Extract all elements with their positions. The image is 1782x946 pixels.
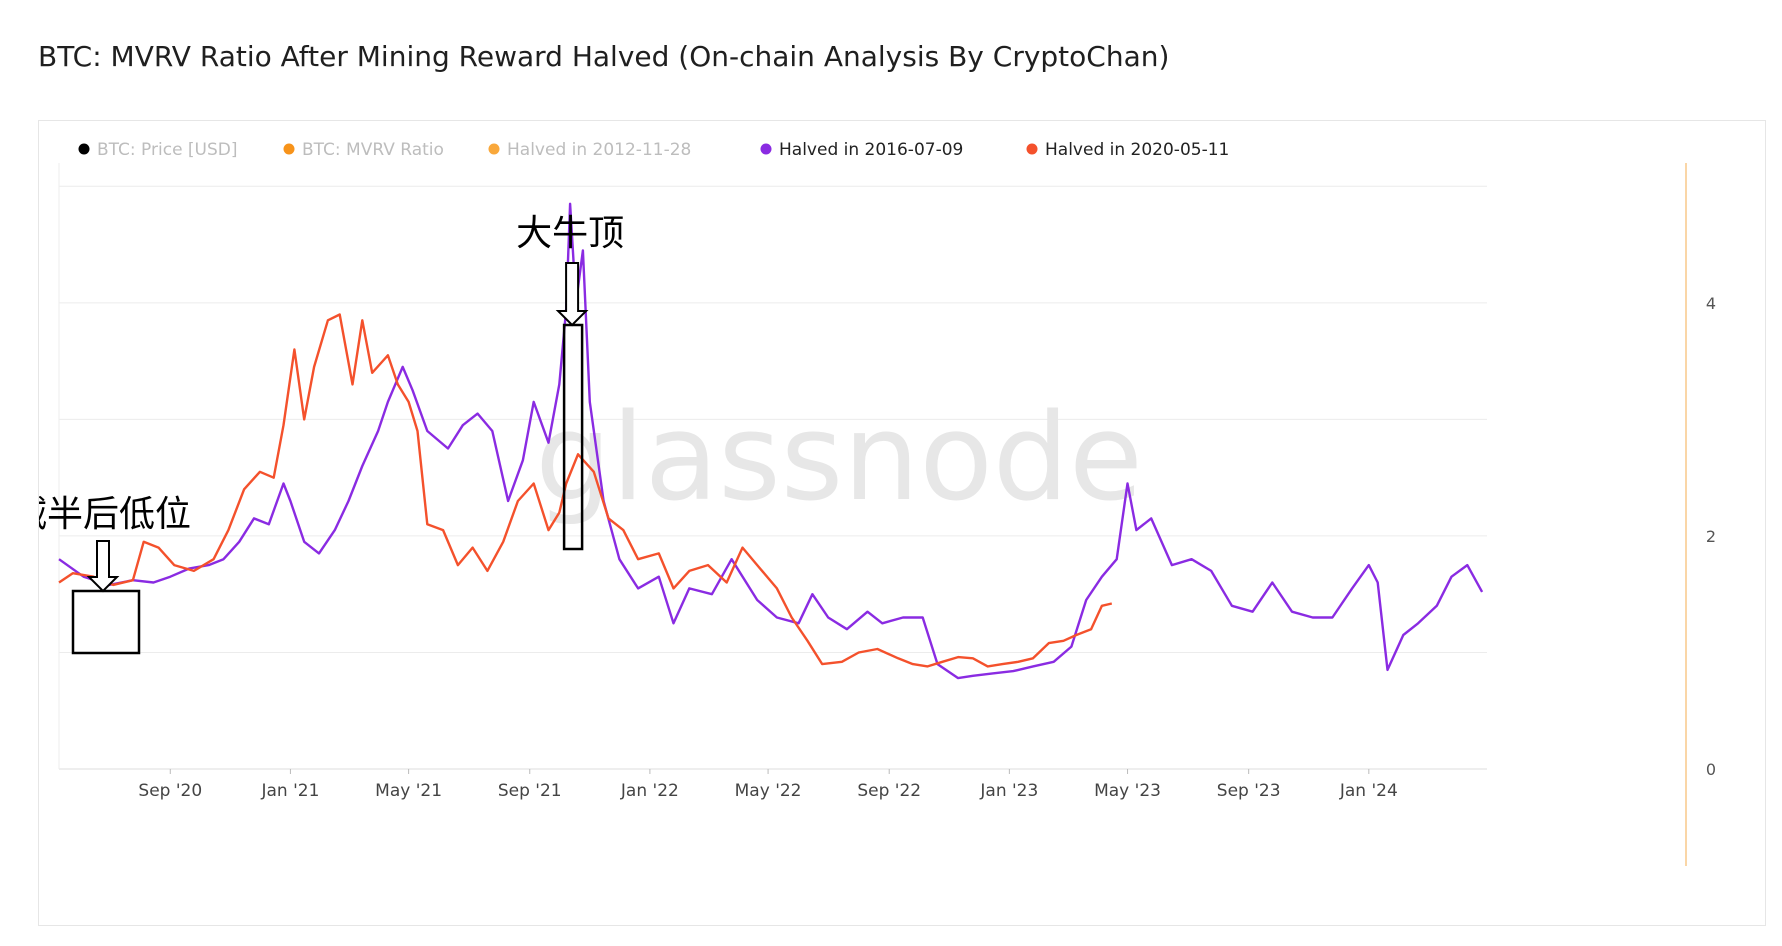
legend-label: Halved in 2016-07-09: [779, 140, 963, 160]
annotations: 大牛顶减半后低位: [39, 213, 624, 655]
legend-item: BTC: Price [USD]: [78, 140, 238, 160]
gridlines: [58, 163, 1487, 770]
annotation-low-arrow: [86, 540, 120, 593]
y-tick-label: 4: [1706, 294, 1716, 313]
x-tick-label: May '22: [735, 781, 802, 801]
x-tick-label: Sep '22: [857, 781, 921, 801]
legend-item: Halved in 2016-07-09: [760, 140, 963, 160]
annotation-peak-label: 大牛顶: [516, 213, 624, 254]
legend-marker: [760, 143, 772, 155]
x-tick-label: Jan '22: [620, 781, 679, 801]
page-title: BTC: MVRV Ratio After Mining Reward Halv…: [38, 40, 1170, 73]
chart-panel: glassnode BTC: Price [USD] BTC: MVRV Rati…: [38, 120, 1766, 926]
annotation-low-box: [71, 589, 141, 655]
legend-label: Halved in 2012-11-28: [507, 140, 691, 160]
annotation-low-label: 减半后低位: [39, 494, 191, 535]
legend-label: BTC: Price [USD]: [97, 140, 238, 160]
x-tick-label: Jan '21: [260, 781, 319, 801]
x-tick-label: Sep '21: [498, 781, 562, 801]
legend-item: Halved in 2020-05-11: [1026, 140, 1229, 160]
y-tick-label: 2: [1706, 527, 1716, 546]
legend-label: BTC: MVRV Ratio: [302, 140, 444, 160]
x-tick-label: May '21: [375, 781, 442, 801]
legend-marker: [283, 143, 295, 155]
chart: glassnode BTC: Price [USD] BTC: MVRV Rati…: [39, 140, 1716, 866]
legend-marker: [1026, 143, 1038, 155]
watermark: glassnode: [535, 389, 1143, 528]
y-axis-ticks: 0 2 4: [1706, 294, 1716, 779]
x-tick-label: Jan '23: [979, 781, 1038, 801]
x-axis-ticks: Sep '20 Jan '21 May '21 Sep '21 Jan '22 May '…: [138, 769, 1398, 801]
legend-item: Halved in 2012-11-28: [488, 140, 691, 160]
y-tick-label: 0: [1706, 760, 1716, 779]
legend-marker: [488, 143, 500, 155]
legend: BTC: Price [USD] BTC: MVRV Ratio Halved in…: [78, 140, 1229, 160]
series-line-halved-2020: [58, 313, 1113, 668]
x-tick-label: Sep '20: [138, 781, 202, 801]
series-layer: [58, 202, 1484, 680]
legend-item: BTC: MVRV Ratio: [283, 140, 444, 160]
x-tick-label: May '23: [1094, 781, 1161, 801]
x-tick-label: Sep '23: [1217, 781, 1281, 801]
legend-label: Halved in 2020-05-11: [1045, 140, 1229, 160]
legend-marker: [78, 143, 90, 155]
x-tick-label: Jan '24: [1339, 781, 1398, 801]
annotation-peak-arrow: [555, 262, 589, 327]
annotation-peak-box: [562, 323, 584, 551]
series-line-halved-2016: [58, 202, 1484, 680]
